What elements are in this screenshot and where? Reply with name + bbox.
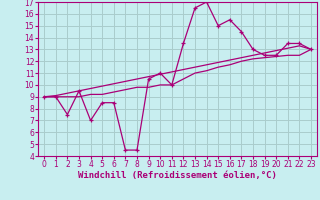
X-axis label: Windchill (Refroidissement éolien,°C): Windchill (Refroidissement éolien,°C) — [78, 171, 277, 180]
